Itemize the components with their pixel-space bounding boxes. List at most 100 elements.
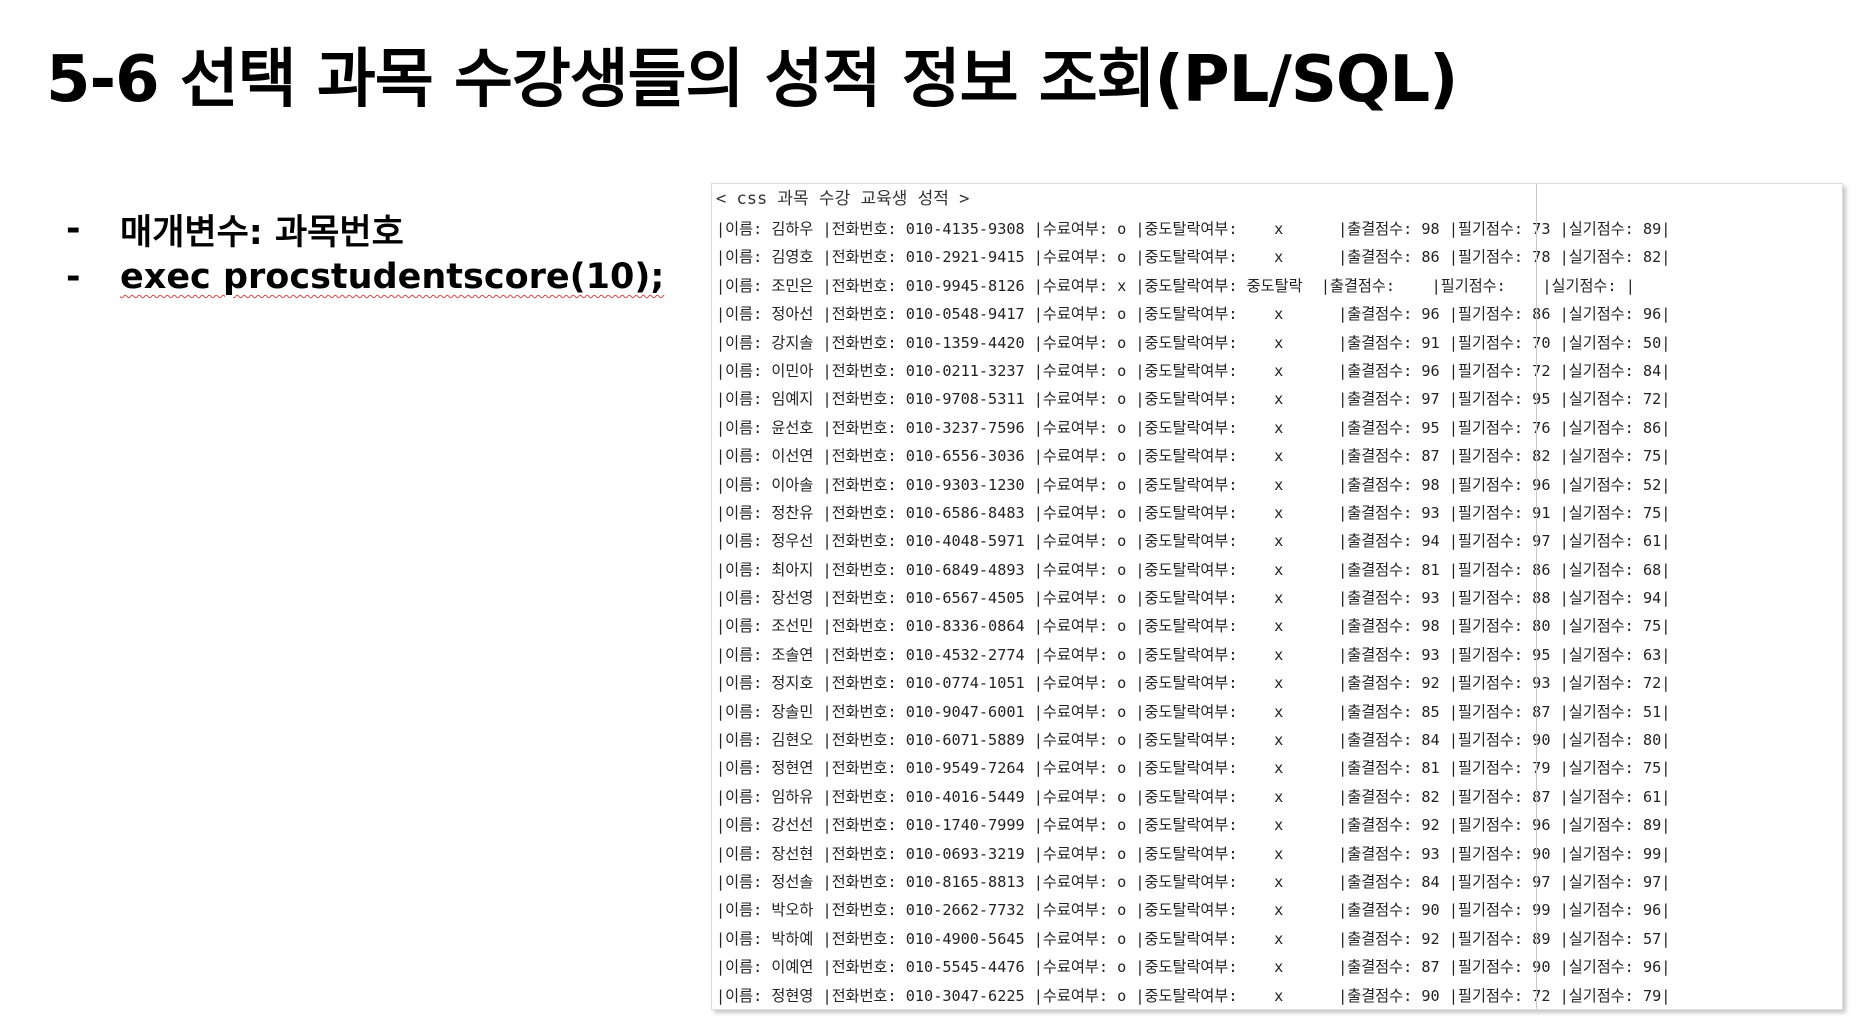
cell-drop: |중도탈락여부: x [1135, 645, 1339, 664]
cell-phone: |전화번호: 010-2921-9415 [822, 248, 1034, 267]
cell-done: |수료여부: o [1033, 248, 1136, 267]
cell-drop: |중도탈락여부: x [1135, 305, 1339, 324]
cell-phone: |전화번호: 010-6586-8483 [822, 503, 1034, 522]
cell-drop: |중도탈락여부: x [1135, 844, 1339, 863]
cell-done: |수료여부: o [1033, 872, 1136, 891]
cell-phone: |전화번호: 010-9708-5311 [822, 390, 1034, 409]
cell-name: |이름: 정선솔 [716, 872, 823, 891]
cell-written: |필기점수: 97 [1448, 532, 1560, 551]
cell-name: |이름: 조솔연 [716, 645, 823, 664]
cell-drop: |중도탈락여부: x [1135, 872, 1339, 891]
cell-written: |필기점수: 86 [1448, 305, 1560, 324]
cell-phone: |전화번호: 010-3047-6225 [822, 986, 1034, 1005]
cell-written: |필기점수: 95 [1448, 645, 1560, 664]
cell-name: |이름: 최아지 [716, 560, 823, 579]
cell-name: |이름: 이선연 [716, 447, 823, 466]
table-row: |이름: 조선민 |전화번호: 010-8336-0864 |수료여부: o |… [716, 612, 1670, 640]
cell-done: |수료여부: o [1033, 532, 1136, 551]
cell-att: |출결점수: 92 [1338, 929, 1449, 948]
cell-done: |수료여부: o [1033, 674, 1136, 693]
cell-phone: |전화번호: 010-9549-7264 [822, 759, 1034, 778]
cell-practical: |실기점수: 51| [1559, 702, 1671, 721]
cell-drop: |중도탈락여부: x [1135, 787, 1339, 806]
cell-written: |필기점수: 90 [1448, 958, 1560, 977]
cell-practical: |실기점수: 61| [1559, 532, 1671, 551]
cell-phone: |전화번호: 010-4135-9308 [822, 220, 1034, 238]
cell-name: |이름: 장선현 [716, 844, 823, 863]
table-row: |이름: 강선선 |전화번호: 010-1740-7999 |수료여부: o |… [716, 811, 1670, 839]
cell-phone: |전화번호: 010-4532-2774 [822, 645, 1034, 664]
console-rows: |이름: 김하우 |전화번호: 010-4135-9308 |수료여부: o |… [716, 215, 1671, 1009]
cell-att: |출결점수: 82 [1338, 787, 1449, 806]
cell-practical: |실기점수: 80| [1559, 731, 1671, 750]
cell-written: |필기점수: 76 [1448, 418, 1560, 437]
table-row: |이름: 김현오 |전화번호: 010-6071-5889 |수료여부: o |… [716, 726, 1670, 754]
cell-practical: |실기점수: 79| [1559, 986, 1671, 1005]
cell-phone: |전화번호: 010-0211-3237 [822, 361, 1034, 380]
cell-phone: |전화번호: 010-0774-1051 [822, 674, 1034, 693]
cell-drop: |중도탈락여부: x [1135, 731, 1339, 750]
cell-drop: |중도탈락여부: x [1135, 986, 1339, 1005]
cell-phone: |전화번호: 010-9303-1230 [822, 475, 1034, 494]
table-row: |이름: 이민아 |전화번호: 010-0211-3237 |수료여부: o |… [716, 357, 1670, 385]
cell-att: |출결점수: 96 [1338, 361, 1449, 380]
cell-name: |이름: 정찬유 [716, 503, 823, 522]
bullet-item: - 매개변수: 과목번호 [66, 205, 664, 253]
cell-written: |필기점수: 95 [1448, 390, 1560, 409]
cell-done: |수료여부: o [1033, 731, 1136, 750]
cell-practical: |실기점수: 63| [1559, 645, 1671, 664]
cell-phone: |전화번호: 010-4016-5449 [822, 787, 1034, 806]
cell-att: |출결점수: 84 [1338, 872, 1449, 891]
cell-phone: |전화번호: 010-0693-3219 [822, 844, 1034, 863]
cell-practical: |실기점수: 89| [1559, 220, 1671, 238]
cell-name: |이름: 정현영 [716, 986, 823, 1005]
cell-written: |필기점수: [1431, 276, 1543, 295]
table-row: |이름: 이아솔 |전화번호: 010-9303-1230 |수료여부: o |… [716, 471, 1670, 499]
cell-drop: |중도탈락여부: x [1135, 418, 1339, 437]
cell-practical: |실기점수: 75| [1559, 617, 1671, 636]
table-row: |이름: 정현연 |전화번호: 010-9549-7264 |수료여부: o |… [716, 754, 1670, 782]
cell-written: |필기점수: 87 [1448, 787, 1560, 806]
console-output-screenshot: < css 과목 수강 교육생 성적 > |이름: 김하우 |전화번호: 010… [711, 183, 1843, 1010]
cell-written: |필기점수: 91 [1448, 503, 1560, 522]
cell-drop: |중도탈락여부: x [1135, 901, 1339, 920]
cell-phone: |전화번호: 010-8165-8813 [822, 872, 1034, 891]
cell-written: |필기점수: 93 [1448, 674, 1560, 693]
cell-phone: |전화번호: 010-4900-5645 [822, 929, 1034, 948]
cell-name: |이름: 정우선 [716, 532, 823, 551]
cell-phone: |전화번호: 010-5545-4476 [822, 958, 1034, 977]
cell-practical: |실기점수: 72| [1559, 674, 1671, 693]
cell-practical: |실기점수: 96| [1559, 958, 1671, 977]
cell-att: |출결점수: 85 [1338, 702, 1449, 721]
cell-written: |필기점수: 89 [1448, 929, 1560, 948]
cell-name: |이름: 이예연 [716, 958, 823, 977]
cell-practical: |실기점수: 89| [1559, 816, 1671, 835]
cell-done: |수료여부: o [1033, 759, 1136, 778]
cell-written: |필기점수: 78 [1448, 248, 1560, 267]
cell-att: |출결점수: 87 [1338, 958, 1449, 977]
cell-att: |출결점수: 92 [1338, 816, 1449, 835]
cell-att: |출결점수: 95 [1338, 418, 1449, 437]
table-row: |이름: 이예연 |전화번호: 010-5545-4476 |수료여부: o |… [716, 953, 1670, 981]
cell-att: |출결점수: 84 [1338, 731, 1449, 750]
slide-title: 5-6 선택 과목 수강생들의 성적 정보 조회(PL/SQL) [46, 43, 1458, 117]
cell-done: |수료여부: o [1033, 702, 1136, 721]
bullet-dash: - [66, 257, 81, 297]
cell-att: |출결점수: 90 [1338, 901, 1449, 920]
cell-done: |수료여부: o [1033, 645, 1136, 664]
cell-name: |이름: 김하우 [716, 220, 823, 238]
cell-written: |필기점수: 90 [1448, 731, 1560, 750]
cell-phone: |전화번호: 010-2662-7732 [822, 901, 1034, 920]
cell-done: |수료여부: x [1033, 276, 1136, 295]
cell-written: |필기점수: 86 [1448, 560, 1560, 579]
cell-drop: |중도탈락여부: x [1135, 958, 1339, 977]
cell-phone: |전화번호: 010-9047-6001 [822, 702, 1034, 721]
cell-phone: |전화번호: 010-6849-4893 [822, 560, 1034, 579]
bullet-text-exec-command: exec procstudentscore(10); [120, 257, 665, 297]
table-row: |이름: 장선영 |전화번호: 010-6567-4505 |수료여부: o |… [716, 584, 1670, 612]
table-row: |이름: 박오하 |전화번호: 010-2662-7732 |수료여부: o |… [716, 896, 1670, 924]
cell-written: |필기점수: 80 [1448, 617, 1560, 636]
cell-drop: |중도탈락여부: x [1135, 361, 1339, 380]
cell-name: |이름: 이민아 [716, 361, 823, 380]
table-row: |이름: 정선솔 |전화번호: 010-8165-8813 |수료여부: o |… [716, 868, 1670, 896]
